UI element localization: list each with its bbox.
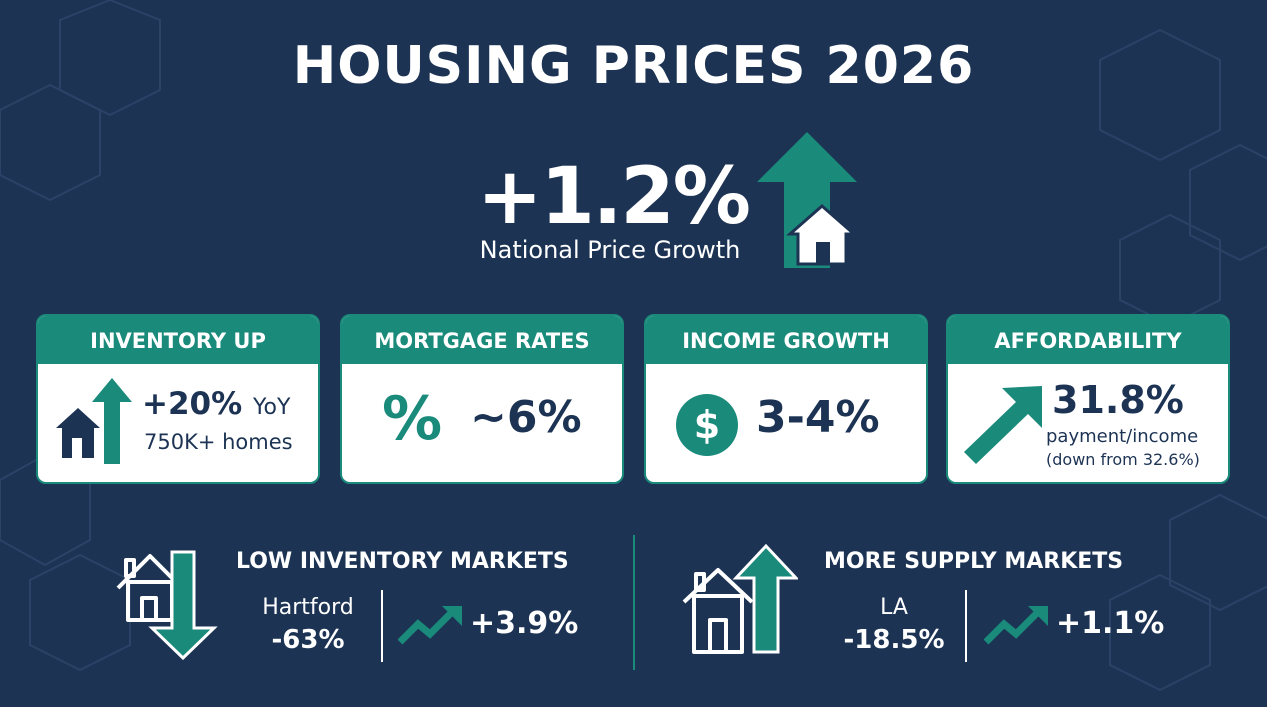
card-mortgage-rates: MORTGAGE RATES % ~6% xyxy=(340,314,624,484)
page-title: HOUSING PRICES 2026 xyxy=(292,36,975,96)
affordability-value: 31.8% xyxy=(1052,378,1184,422)
dollar-circle-icon: $ xyxy=(676,394,738,456)
trend-up-icon xyxy=(984,606,1048,645)
market-city: LA xyxy=(880,595,908,620)
trend-up-icon xyxy=(398,606,462,645)
hero-growth-value: +1.2% xyxy=(477,152,751,242)
affordability-sub: payment/income xyxy=(1046,426,1199,447)
house-arrow-up-icon xyxy=(682,544,798,654)
card-income-growth: INCOME GROWTH $ 3-4% xyxy=(644,314,928,484)
arrow-up-right-icon xyxy=(964,386,1042,464)
card-header: INVENTORY UP xyxy=(38,316,318,364)
house-arrow-down-icon xyxy=(116,550,218,660)
market-title: MORE SUPPLY MARKETS xyxy=(824,549,1124,574)
market-title: LOW INVENTORY MARKETS xyxy=(236,549,569,574)
hero-growth-label: National Price Growth xyxy=(479,236,741,264)
affordability-note: (down from 32.6%) xyxy=(1046,450,1200,469)
market-inventory-change: -63% xyxy=(271,625,345,655)
market-divider xyxy=(381,590,383,662)
market-divider xyxy=(965,590,967,662)
market-price-change: +3.9% xyxy=(470,606,579,641)
inventory-value: +20% xyxy=(142,386,243,422)
inventory-unit: YoY xyxy=(252,395,291,420)
market-city: Hartford xyxy=(262,595,354,620)
card-header: MORTGAGE RATES xyxy=(342,316,622,364)
mortgage-value: ~6% xyxy=(470,392,582,443)
market-inventory-change: -18.5% xyxy=(843,625,945,655)
house-arrow-up-icon xyxy=(56,378,132,464)
section-divider xyxy=(633,535,635,670)
card-header: INCOME GROWTH xyxy=(646,316,926,364)
inventory-sub: 750K+ homes xyxy=(144,430,293,454)
percent-icon: % xyxy=(382,384,443,454)
market-price-change: +1.1% xyxy=(1056,606,1165,641)
income-value: 3-4% xyxy=(756,392,880,443)
card-affordability: AFFORDABILITY 31.8% payment/income (down… xyxy=(946,314,1230,484)
card-inventory: INVENTORY UP +20% YoY 750K+ homes xyxy=(36,314,320,484)
house-arrow-up-icon xyxy=(757,132,858,268)
card-header: AFFORDABILITY xyxy=(948,316,1228,364)
